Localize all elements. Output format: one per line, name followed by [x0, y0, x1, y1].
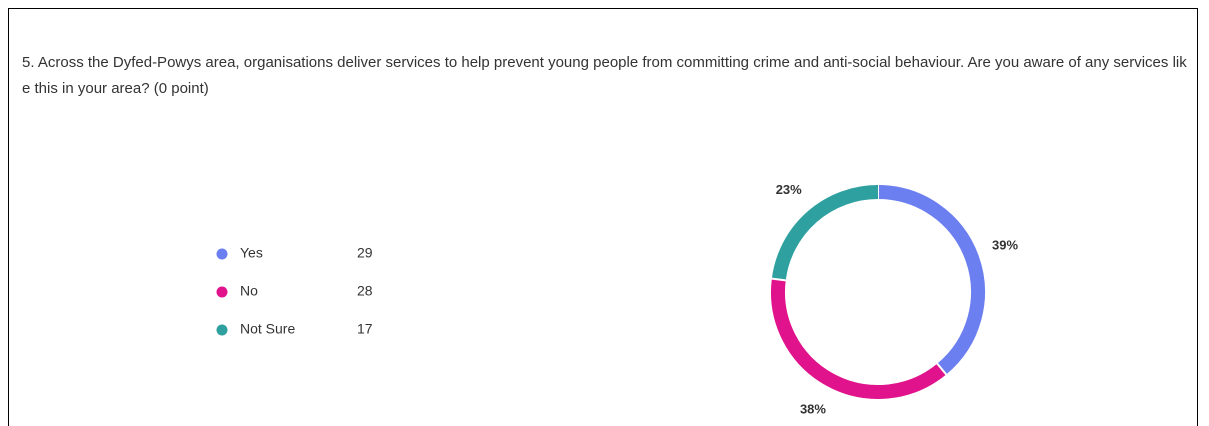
donut-segment	[771, 278, 947, 399]
question-card	[8, 8, 1198, 426]
legend-count: 17	[357, 321, 373, 337]
legend-label: Yes	[240, 245, 263, 261]
legend-label: Not Sure	[240, 321, 295, 337]
data-label: 39%	[992, 238, 1018, 253]
legend-dot	[216, 324, 228, 336]
segment-separator	[770, 277, 787, 282]
data-label: 38%	[800, 402, 826, 417]
legend-dot	[216, 248, 228, 260]
question-title: 5. Across the Dyfed-Powys area, organisa…	[22, 54, 1187, 97]
legend-count: 29	[357, 245, 373, 261]
legend-label: No	[240, 283, 258, 299]
donut-segment	[771, 185, 879, 281]
segment-separator	[935, 362, 948, 376]
legend-dot	[216, 286, 228, 298]
data-label: 23%	[776, 182, 802, 197]
legend-count: 28	[357, 283, 373, 299]
donut-segment	[877, 185, 985, 375]
